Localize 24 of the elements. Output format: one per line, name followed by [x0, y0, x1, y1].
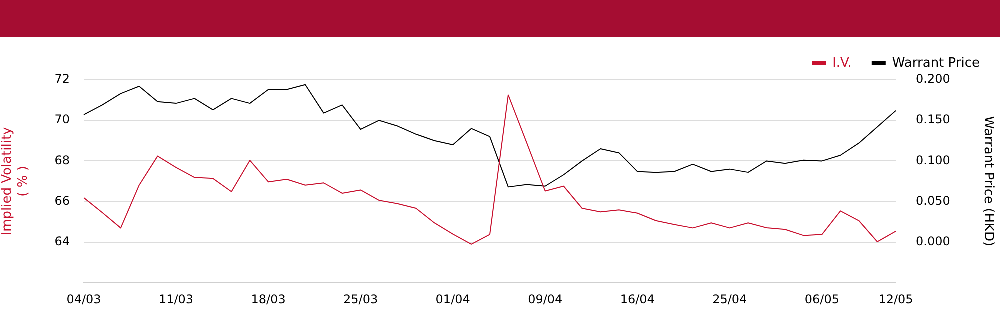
x-tick-label: 12/05: [878, 292, 914, 306]
y-tick-label: 72: [54, 72, 70, 86]
y-tick-label: 70: [54, 112, 70, 127]
x-tick-label: 25/03: [344, 292, 378, 306]
y2-axis-title: Warrant Price (HKD): [980, 116, 996, 247]
legend-label: I.V.: [832, 56, 852, 71]
x-tick-label: 09/04: [528, 292, 563, 306]
x-tick-label: 16/04: [620, 292, 655, 306]
y-tick-label: 68: [54, 153, 70, 168]
y2-tick-label: 0.200: [916, 72, 950, 86]
legend-label: Warrant Price: [892, 56, 980, 71]
x-tick-label: 04/03: [66, 292, 102, 306]
y2-tick-label: 0.050: [916, 194, 950, 208]
x-tick-label: 25/04: [712, 292, 748, 306]
x-tick-label: 01/04: [436, 292, 470, 306]
x-tick-label: 06/05: [804, 292, 840, 306]
x-tick-label: 11/03: [158, 292, 194, 306]
y-tick-label: 64: [54, 234, 70, 249]
y2-tick-label: 0.000: [916, 234, 950, 249]
x-tick-label: 18/03: [251, 292, 286, 306]
y-tick-label: 66: [54, 194, 70, 208]
y2-tick-label: 0.100: [916, 153, 950, 168]
y-axis-title: Implied Volatility ( % ): [0, 126, 31, 236]
y2-tick-label: 0.150: [916, 112, 950, 127]
